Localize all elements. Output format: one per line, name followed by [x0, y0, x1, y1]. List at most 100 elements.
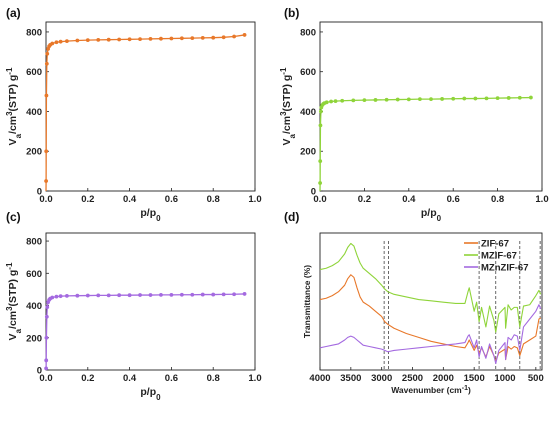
data-point: [96, 293, 101, 298]
data-point: [45, 305, 50, 310]
data-point: [58, 39, 63, 44]
y-tick-label: 200: [26, 333, 42, 344]
y-tick-label: 200: [300, 147, 316, 158]
data-point: [340, 98, 345, 103]
data-point: [44, 179, 48, 183]
x-axis-label: p/p0: [421, 207, 442, 223]
data-point: [384, 97, 389, 102]
plot-frame: [319, 21, 543, 192]
data-point: [45, 51, 50, 56]
x-axis-label: p/p0: [140, 207, 161, 223]
data-point: [190, 292, 195, 297]
data-point: [54, 40, 59, 45]
data-point: [44, 335, 49, 340]
data-point: [362, 98, 367, 103]
data-point: [406, 97, 411, 102]
panel-d: (d) 4000 3500 3000 2500 2000 1500 1000 500 Wavenu…: [284, 210, 544, 395]
y-tick-label: 400: [26, 301, 42, 312]
x-tick-label: 0.6: [447, 194, 460, 205]
data-point: [148, 37, 153, 41]
series-line: [45, 293, 245, 371]
series-line: [319, 96, 531, 192]
y-tick-label: 400: [26, 107, 42, 118]
legend-label: ZIF-67: [481, 239, 509, 250]
data-point: [96, 37, 101, 42]
x-tick-label: 1500: [464, 373, 485, 384]
data-point: [50, 41, 55, 46]
data-point: [318, 159, 323, 164]
x-tick-label: 0.0: [313, 194, 326, 205]
x-tick-label: 0.6: [165, 194, 178, 205]
data-point: [159, 292, 163, 297]
y-tick-label: 600: [26, 269, 42, 280]
x-tick-label: 500: [528, 373, 544, 384]
data-point: [44, 358, 49, 363]
data-point: [127, 37, 132, 42]
legend-label: MZnZIF-67: [481, 263, 529, 274]
x-tick-label: 0.4: [123, 373, 137, 384]
data-point: [138, 293, 142, 297]
data-point: [418, 97, 422, 102]
data-point: [242, 292, 247, 296]
x-tick-label: 2000: [433, 373, 454, 384]
series-line: [319, 304, 542, 365]
y-tick-label: 400: [300, 107, 316, 118]
y-tick-label: 200: [26, 147, 42, 158]
y-tick-label: 800: [26, 27, 42, 38]
data-point: [169, 36, 174, 41]
data-point: [179, 36, 184, 41]
data-point: [484, 96, 489, 101]
x-tick-label: 2500: [402, 373, 423, 384]
x-tick-label: 3500: [340, 373, 361, 384]
data-point: [200, 292, 205, 297]
data-point: [473, 96, 478, 101]
data-point: [506, 96, 511, 100]
data-point: [451, 96, 456, 101]
plot-frame: [45, 232, 256, 371]
data-point: [440, 97, 444, 101]
data-point: [58, 294, 63, 299]
y-tick-label: 600: [300, 67, 316, 78]
data-point: [138, 37, 142, 41]
y-axis-label: Transmittance (%): [302, 265, 312, 338]
data-point: [351, 98, 356, 103]
series-line: [45, 34, 245, 192]
x-tick-label: 0.4: [402, 194, 416, 205]
data-point: [44, 314, 49, 319]
data-point: [65, 39, 69, 43]
data-point: [211, 292, 216, 297]
y-tick-label: 0: [37, 366, 42, 377]
y-axis-label: Va/cm3(STP) g-1: [5, 262, 23, 340]
plot-frame: [45, 21, 256, 192]
x-tick-label: 0.6: [165, 373, 178, 384]
data-point: [44, 61, 49, 66]
data-point: [395, 97, 400, 102]
data-point: [65, 293, 69, 298]
data-point: [179, 292, 184, 297]
data-point: [232, 292, 237, 297]
y-tick-label: 0: [311, 187, 316, 198]
panel-label: (c): [6, 210, 21, 224]
data-point: [54, 294, 59, 299]
data-point: [329, 99, 333, 104]
y-axis-label: Va/cm3(STP) g-1: [279, 67, 297, 145]
data-point: [169, 292, 174, 297]
data-point: [232, 34, 237, 39]
panel-label: (d): [284, 210, 299, 224]
data-point: [106, 293, 111, 298]
data-point: [373, 98, 378, 102]
x-tick-label: 0.2: [358, 194, 371, 205]
data-point: [429, 97, 433, 102]
panel-a: (a) 0.0 0.2 0.4 0.6 0.8 1.0 0 200 400 600 800 p/p0 Va…: [5, 6, 262, 223]
x-tick-label: 1.0: [248, 373, 261, 384]
data-point: [517, 95, 522, 100]
x-tick-label: 3000: [371, 373, 392, 384]
data-point: [75, 293, 80, 298]
panel-c: (c) 0.0 0.2 0.4 0.6 0.8 1.0 0 200 400 600 800 p/p0 Va…: [5, 210, 262, 402]
data-point: [127, 293, 132, 298]
x-tick-label: 4000: [309, 373, 330, 384]
data-point: [117, 37, 122, 42]
data-point: [44, 93, 49, 98]
data-point: [44, 366, 48, 371]
